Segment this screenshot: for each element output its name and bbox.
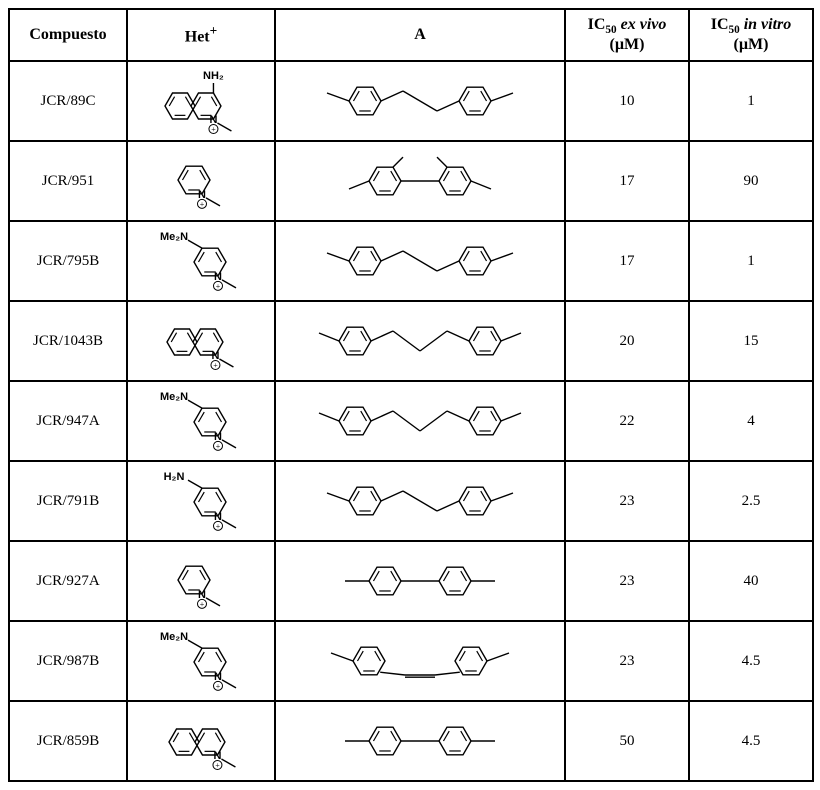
- cell-ic50-exvivo: 17: [565, 221, 689, 301]
- cell-a-structure: [275, 141, 565, 221]
- cell-het-structure: N+: [127, 141, 275, 221]
- table-row: JCR/987BN+Me₂N234.5: [9, 621, 813, 701]
- cell-het-structure: N+: [127, 301, 275, 381]
- svg-text:+: +: [200, 200, 205, 209]
- header-row: Compuesto Het+ A IC50 ex vivo (µM) IC50 …: [9, 9, 813, 61]
- cell-ic50-invitro: 4.5: [689, 701, 813, 781]
- table-row: JCR/951N+ 1790: [9, 141, 813, 221]
- cell-compuesto: JCR/987B: [9, 621, 127, 701]
- cell-ic50-invitro: 1: [689, 221, 813, 301]
- cell-het-structure: N+Me₂N: [127, 221, 275, 301]
- cell-ic50-exvivo: 10: [565, 61, 689, 141]
- table-row: JCR/1043BN+ 2015: [9, 301, 813, 381]
- table-row: JCR/927AN+ 2340: [9, 541, 813, 621]
- svg-text:Me₂N: Me₂N: [160, 231, 188, 243]
- svg-text:Me₂N: Me₂N: [160, 391, 188, 403]
- cell-compuesto: JCR/795B: [9, 221, 127, 301]
- svg-text:+: +: [211, 125, 216, 134]
- header-ic50-exvivo: IC50 ex vivo (µM): [565, 9, 689, 61]
- cell-ic50-invitro: 15: [689, 301, 813, 381]
- cell-compuesto: JCR/89C: [9, 61, 127, 141]
- svg-text:+: +: [216, 682, 221, 691]
- svg-text:+: +: [216, 282, 221, 291]
- cell-compuesto: JCR/951: [9, 141, 127, 221]
- cell-compuesto: JCR/791B: [9, 461, 127, 541]
- table-row: JCR/795BN+Me₂N171: [9, 221, 813, 301]
- svg-text:NH₂: NH₂: [203, 70, 224, 82]
- svg-text:+: +: [213, 361, 218, 370]
- header-ic50-invitro: IC50 in vitro (µM): [689, 9, 813, 61]
- cell-het-structure: N+H₂N: [127, 461, 275, 541]
- cell-het-structure: N+Me₂N: [127, 381, 275, 461]
- header-compuesto: Compuesto: [9, 9, 127, 61]
- cell-ic50-invitro: 4: [689, 381, 813, 461]
- svg-text:H₂N: H₂N: [164, 471, 185, 483]
- cell-a-structure: [275, 221, 565, 301]
- table-row: JCR/947AN+Me₂N224: [9, 381, 813, 461]
- cell-ic50-exvivo: 23: [565, 621, 689, 701]
- table-row: JCR/89CN+NH₂101: [9, 61, 813, 141]
- cell-a-structure: [275, 61, 565, 141]
- cell-ic50-invitro: 2.5: [689, 461, 813, 541]
- cell-ic50-invitro: 90: [689, 141, 813, 221]
- cell-het-structure: N+Me₂N: [127, 621, 275, 701]
- svg-text:+: +: [200, 600, 205, 609]
- cell-ic50-exvivo: 50: [565, 701, 689, 781]
- cell-het-structure: N+: [127, 701, 275, 781]
- cell-ic50-invitro: 1: [689, 61, 813, 141]
- svg-text:+: +: [216, 442, 221, 451]
- cell-ic50-invitro: 40: [689, 541, 813, 621]
- cell-compuesto: JCR/947A: [9, 381, 127, 461]
- cell-het-structure: N+NH₂: [127, 61, 275, 141]
- cell-ic50-exvivo: 22: [565, 381, 689, 461]
- cell-compuesto: JCR/859B: [9, 701, 127, 781]
- cell-ic50-exvivo: 17: [565, 141, 689, 221]
- cell-ic50-exvivo: 23: [565, 541, 689, 621]
- cell-a-structure: [275, 301, 565, 381]
- table-row: JCR/859BN+ 504.5: [9, 701, 813, 781]
- header-het: Het+: [127, 9, 275, 61]
- cell-a-structure: [275, 381, 565, 461]
- table-row: JCR/791BN+H₂N232.5: [9, 461, 813, 541]
- cell-a-structure: [275, 621, 565, 701]
- cell-compuesto: JCR/1043B: [9, 301, 127, 381]
- svg-text:+: +: [216, 522, 221, 531]
- header-a: A: [275, 9, 565, 61]
- cell-a-structure: [275, 461, 565, 541]
- cell-a-structure: [275, 541, 565, 621]
- cell-het-structure: N+: [127, 541, 275, 621]
- cell-ic50-exvivo: 23: [565, 461, 689, 541]
- cell-compuesto: JCR/927A: [9, 541, 127, 621]
- cell-a-structure: [275, 701, 565, 781]
- cell-ic50-exvivo: 20: [565, 301, 689, 381]
- svg-text:Me₂N: Me₂N: [160, 631, 188, 643]
- svg-text:+: +: [215, 761, 220, 770]
- compound-table: Compuesto Het+ A IC50 ex vivo (µM) IC50 …: [8, 8, 814, 782]
- cell-ic50-invitro: 4.5: [689, 621, 813, 701]
